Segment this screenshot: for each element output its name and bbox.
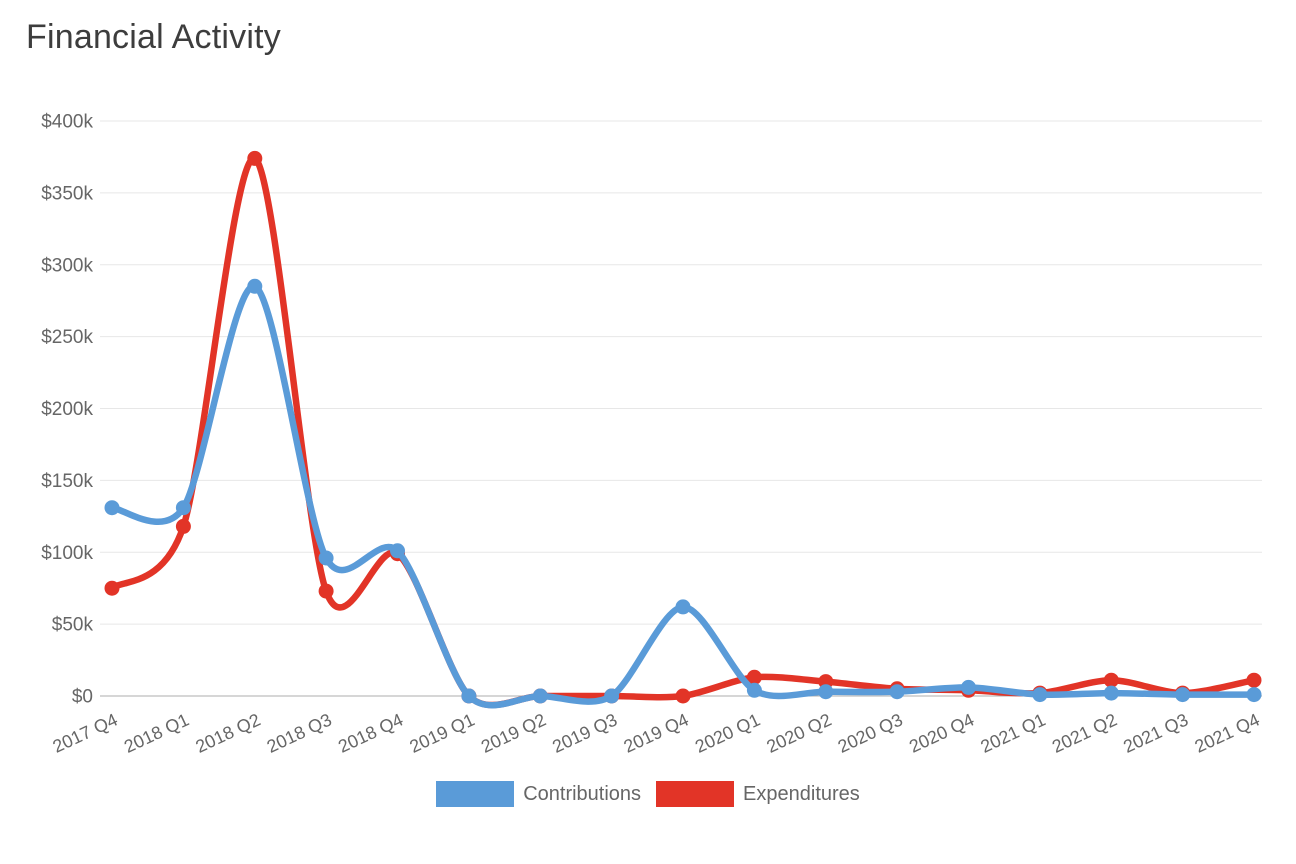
x-tick-label: 2019 Q3 bbox=[549, 709, 620, 756]
data-point-expenditures[interactable] bbox=[175, 518, 191, 534]
y-tick-label: $150k bbox=[41, 471, 93, 492]
x-tick-label: 2018 Q3 bbox=[264, 709, 335, 756]
data-point-contributions[interactable] bbox=[818, 684, 834, 700]
series-line-expenditures bbox=[108, 155, 1258, 709]
data-point-contributions[interactable] bbox=[889, 684, 905, 700]
legend-item-contributions[interactable]: Contributions bbox=[436, 781, 641, 807]
contributions-legend-label: Contributions bbox=[523, 782, 642, 805]
data-point-contributions[interactable] bbox=[675, 599, 691, 615]
data-point-expenditures[interactable] bbox=[247, 150, 263, 166]
contributions-swatch bbox=[436, 781, 515, 807]
x-tick-label: 2021 Q1 bbox=[978, 709, 1049, 756]
data-point-expenditures[interactable] bbox=[1246, 672, 1262, 688]
x-tick-label: 2021 Q2 bbox=[1049, 709, 1120, 756]
y-tick-label: $50k bbox=[52, 615, 94, 636]
x-tick-label: 2020 Q3 bbox=[835, 709, 906, 756]
chart-legend: Contributions Expenditures bbox=[0, 781, 1296, 807]
x-tick-label: 2019 Q2 bbox=[478, 709, 549, 756]
x-tick-label: 2020 Q2 bbox=[763, 709, 834, 756]
data-point-contributions[interactable] bbox=[1032, 687, 1048, 703]
x-tick-label: 2020 Q4 bbox=[906, 709, 977, 756]
y-tick-label: $0 bbox=[72, 687, 93, 708]
x-tick-label: 2018 Q4 bbox=[335, 709, 406, 756]
x-tick-label: 2017 Q4 bbox=[50, 709, 121, 756]
data-point-contributions[interactable] bbox=[604, 688, 620, 704]
data-point-contributions[interactable] bbox=[1103, 685, 1119, 701]
y-tick-label: $100k bbox=[41, 543, 93, 564]
data-point-contributions[interactable] bbox=[318, 550, 334, 566]
x-tick-label: 2018 Q1 bbox=[121, 709, 192, 756]
data-point-contributions[interactable] bbox=[961, 679, 976, 695]
data-point-expenditures[interactable] bbox=[746, 669, 762, 685]
x-tick-label: 2018 Q2 bbox=[192, 709, 263, 756]
chart-title: Financial Activity bbox=[26, 18, 281, 56]
x-tick-label: 2021 Q4 bbox=[1192, 709, 1263, 756]
x-tick-label: 2020 Q1 bbox=[692, 709, 763, 756]
data-point-contributions[interactable] bbox=[104, 500, 120, 516]
y-tick-label: $350k bbox=[41, 183, 93, 204]
financial-activity-chart[interactable]: $0 $50k $100k $150k $200k $250k $300k $350k $400… bbox=[0, 0, 1296, 770]
x-tick-label: 2019 Q4 bbox=[621, 709, 692, 756]
y-tick-label: $400k bbox=[41, 112, 93, 133]
data-point-contributions[interactable] bbox=[175, 500, 191, 516]
y-tick-label: $250k bbox=[41, 327, 93, 348]
data-point-contributions[interactable] bbox=[1175, 687, 1191, 703]
data-point-contributions[interactable] bbox=[247, 278, 263, 294]
x-tick-label: 2019 Q1 bbox=[407, 709, 478, 756]
data-point-contributions[interactable] bbox=[532, 688, 548, 704]
data-point-expenditures[interactable] bbox=[104, 580, 120, 596]
data-point-contributions[interactable] bbox=[746, 682, 762, 698]
data-point-contributions[interactable] bbox=[1246, 687, 1262, 703]
data-point-expenditures[interactable] bbox=[1103, 672, 1119, 688]
data-point-expenditures[interactable] bbox=[675, 688, 691, 704]
legend-item-expenditures[interactable]: Expenditures bbox=[656, 781, 860, 807]
expenditures-legend-label: Expenditures bbox=[743, 782, 860, 805]
x-tick-label: 2021 Q3 bbox=[1120, 709, 1191, 756]
data-point-expenditures[interactable] bbox=[318, 583, 334, 599]
expenditures-swatch bbox=[656, 781, 735, 807]
y-tick-label: $300k bbox=[41, 255, 93, 276]
y-tick-label: $200k bbox=[41, 399, 93, 420]
data-point-contributions[interactable] bbox=[461, 688, 477, 704]
series-line-contributions bbox=[108, 283, 1258, 709]
data-point-contributions[interactable] bbox=[390, 543, 405, 559]
